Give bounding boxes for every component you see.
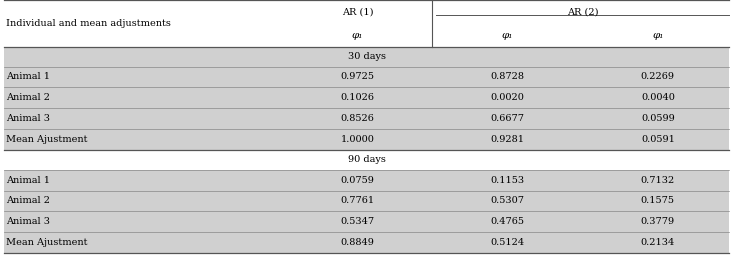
Bar — [4, 211, 729, 232]
Text: Animal 1: Animal 1 — [6, 176, 50, 185]
Bar — [4, 23, 729, 47]
Text: 0.0591: 0.0591 — [641, 135, 675, 144]
Bar — [4, 170, 729, 191]
Text: 0.0759: 0.0759 — [340, 176, 375, 185]
Text: Animal 3: Animal 3 — [6, 217, 50, 226]
Text: 0.8849: 0.8849 — [340, 238, 375, 247]
Text: 0.0020: 0.0020 — [490, 93, 525, 102]
Text: 30 days: 30 days — [347, 52, 386, 61]
Text: Individual and mean adjustments: Individual and mean adjustments — [6, 19, 171, 28]
Bar — [4, 0, 729, 23]
Text: Animal 2: Animal 2 — [6, 197, 50, 205]
Bar — [4, 129, 729, 150]
Text: 0.5307: 0.5307 — [490, 197, 525, 205]
Text: 0.1575: 0.1575 — [641, 197, 675, 205]
Text: 0.9725: 0.9725 — [340, 73, 375, 81]
Text: Mean Ajustment: Mean Ajustment — [6, 238, 87, 247]
Text: 0.2134: 0.2134 — [641, 238, 675, 247]
Text: AR (1): AR (1) — [342, 7, 373, 16]
Text: 0.7132: 0.7132 — [641, 176, 675, 185]
Text: φ₁: φ₁ — [652, 31, 663, 40]
Text: 0.2269: 0.2269 — [641, 73, 675, 81]
Text: 0.6677: 0.6677 — [490, 114, 525, 123]
Text: 0.0040: 0.0040 — [641, 93, 675, 102]
Bar — [4, 232, 729, 253]
Bar — [4, 108, 729, 129]
Text: 1.0000: 1.0000 — [340, 135, 375, 144]
Text: 0.0599: 0.0599 — [641, 114, 675, 123]
Text: 0.3779: 0.3779 — [641, 217, 675, 226]
Text: 0.9281: 0.9281 — [490, 135, 525, 144]
Text: Mean Ajustment: Mean Ajustment — [6, 135, 87, 144]
Text: φ₁: φ₁ — [502, 31, 513, 40]
Bar — [4, 150, 729, 170]
Text: 0.7761: 0.7761 — [340, 197, 375, 205]
Bar — [4, 47, 729, 67]
Bar — [4, 87, 729, 108]
Text: 0.4765: 0.4765 — [490, 217, 525, 226]
Text: AR (2): AR (2) — [567, 7, 598, 16]
Text: φ₁: φ₁ — [352, 31, 363, 40]
Text: Animal 2: Animal 2 — [6, 93, 50, 102]
Text: 0.1026: 0.1026 — [340, 93, 375, 102]
Bar — [4, 191, 729, 211]
Text: 0.8728: 0.8728 — [490, 73, 525, 81]
Bar — [4, 67, 729, 87]
Text: 0.5124: 0.5124 — [490, 238, 525, 247]
Text: 0.8526: 0.8526 — [340, 114, 375, 123]
Text: Animal 1: Animal 1 — [6, 73, 50, 81]
Text: 90 days: 90 days — [347, 155, 386, 164]
Text: 0.1153: 0.1153 — [490, 176, 525, 185]
Text: Animal 3: Animal 3 — [6, 114, 50, 123]
Text: 0.5347: 0.5347 — [340, 217, 375, 226]
